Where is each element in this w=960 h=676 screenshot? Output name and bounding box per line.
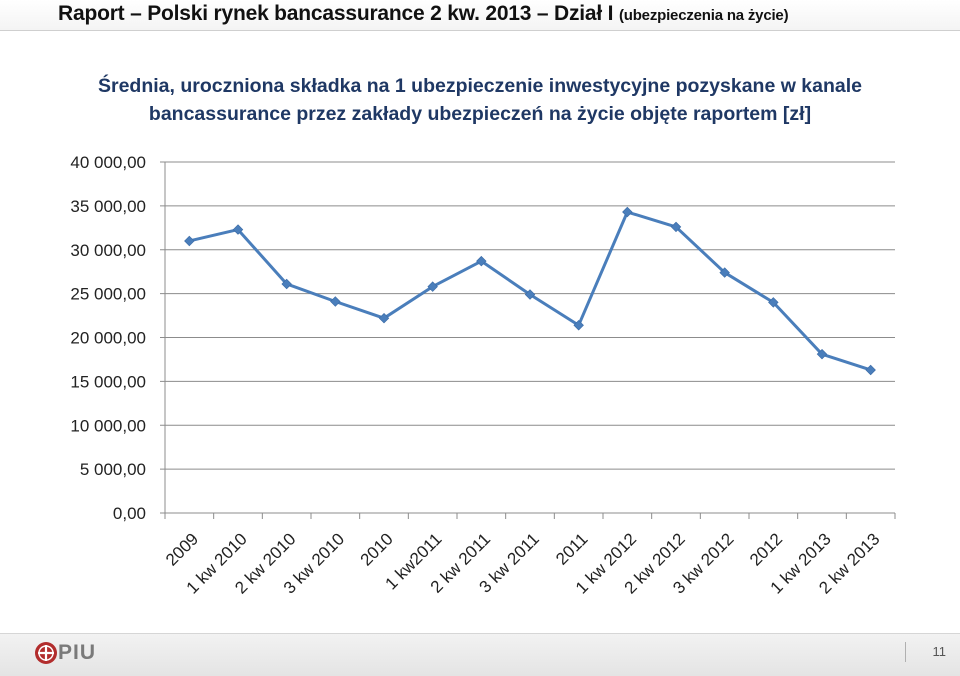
x-tick-label: 2011 [552, 529, 591, 568]
header-title-main: Raport – Polski rynek bancassurance 2 kw… [58, 2, 614, 25]
data-point [573, 319, 584, 331]
y-tick-label: 15 000,00 [70, 372, 146, 391]
data-point [427, 281, 438, 292]
footer-bar [0, 633, 960, 676]
y-tick-label: 25 000,00 [70, 285, 146, 304]
data-point [865, 364, 876, 376]
y-tick-label: 30 000,00 [70, 241, 146, 260]
y-tick-label: 10 000,00 [70, 416, 146, 435]
y-tick-labels: 0,00 5 000,00 10 000,00 15 000,00 20 000,00 2… [70, 153, 146, 523]
data-point [232, 224, 244, 235]
gridlines [165, 161, 895, 470]
y-tick-label: 5 000,00 [80, 460, 146, 479]
axes [160, 161, 896, 519]
chart-title: Średnia, uroczniona składka na 1 ubezpie… [97, 75, 863, 125]
data-point [330, 296, 341, 307]
data-point [281, 278, 292, 290]
y-tick-label: 40 000,00 [70, 153, 146, 172]
line-chart: 0,00 5 000,00 10 000,00 15 000,00 20 000,00 2… [70, 153, 896, 598]
data-point [184, 235, 195, 247]
data-point [378, 312, 390, 324]
piu-logo [35, 642, 57, 664]
data-point [768, 297, 779, 308]
data-point [719, 267, 730, 278]
data-point [524, 289, 536, 300]
x-tick-label: 2010 [357, 529, 397, 569]
x-tick-label: 2009 [162, 529, 202, 569]
data-point [476, 255, 487, 267]
logo-text: PIU [58, 641, 97, 664]
data-series [184, 206, 876, 376]
data-point [816, 348, 828, 360]
header-bar: Raport – Polski rynek bancassurance 2 kw… [0, 0, 960, 31]
report-header-title: Raport – Polski rynek bancassurance 2 kw… [58, 2, 789, 26]
y-tick-label: 0,00 [113, 504, 146, 523]
x-tick-label: 2012 [746, 529, 786, 569]
header-title-sub: (ubezpieczenia na życie) [618, 7, 789, 24]
data-point [670, 221, 682, 233]
page-number: 11 [905, 642, 946, 662]
data-point [622, 206, 633, 218]
y-tick-label: 20 000,00 [70, 329, 146, 348]
y-tick-label: 35 000,00 [70, 197, 146, 216]
